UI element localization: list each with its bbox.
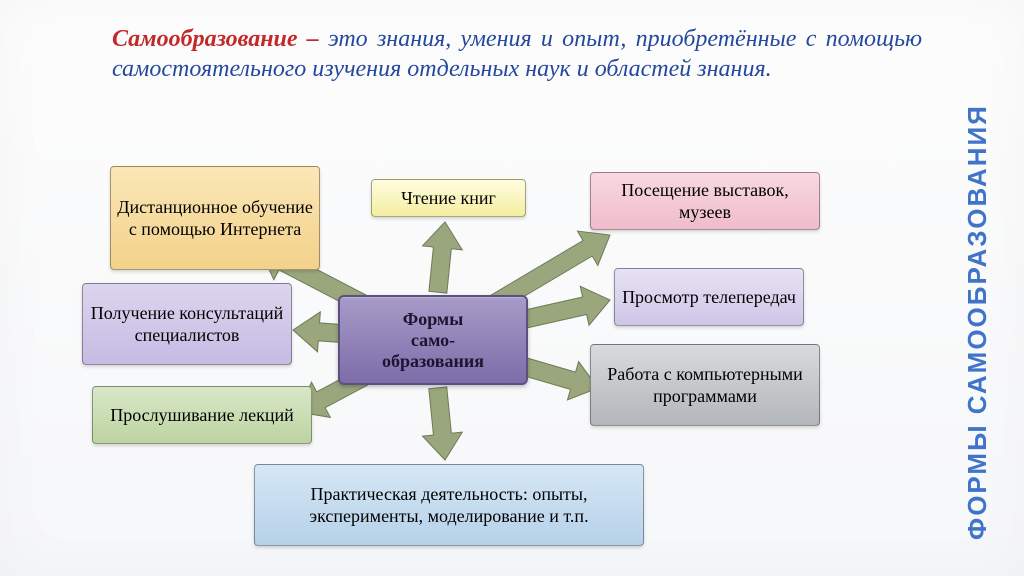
concept-box-label: Просмотр телепередач (622, 286, 796, 309)
arrow (418, 386, 465, 462)
definition: Самообразование – это знания, умения и о… (112, 24, 922, 84)
side-title-text: ФОРМЫ САМООБРАЗОВАНИЯ (962, 104, 992, 540)
definition-word: Самообразование (112, 26, 298, 52)
concept-box-software: Работа с компьютерными программами (590, 344, 820, 426)
concept-box-consult: Получение консультаций специалистов (82, 283, 292, 365)
center-box: Формысамо-образования (338, 295, 528, 385)
concept-box-label: Работа с компьютерными программами (597, 363, 813, 408)
concept-box-label: Практическая деятельность: опыты, экспер… (261, 483, 637, 528)
concept-box-label: Прослушивание лекций (110, 404, 294, 427)
side-title: ФОРМЫ САМООБРАЗОВАНИЯ (962, 40, 993, 540)
concept-box-exhibitions: Посещение выставок, музеев (590, 172, 820, 230)
concept-box-reading: Чтение книг (371, 179, 526, 217)
concept-box-distance: Дистанционное обучение с помощью Интерне… (110, 166, 320, 270)
concept-box-label: Получение консультаций специалистов (89, 302, 285, 347)
center-box-label: Формысамо-образования (382, 309, 484, 372)
concept-box-lectures: Прослушивание лекций (92, 386, 312, 444)
concept-box-label: Дистанционное обучение с помощью Интерне… (117, 196, 313, 241)
definition-dash: – (298, 26, 329, 52)
concept-box-practice: Практическая деятельность: опыты, экспер… (254, 464, 644, 546)
arrow (418, 220, 465, 294)
concept-box-tv: Просмотр телепередач (614, 268, 804, 326)
slide: ФОРМЫ САМООБРАЗОВАНИЯ Самообразование – … (0, 0, 1024, 576)
concept-box-label: Посещение выставок, музеев (597, 179, 813, 224)
concept-box-label: Чтение книг (401, 187, 496, 210)
